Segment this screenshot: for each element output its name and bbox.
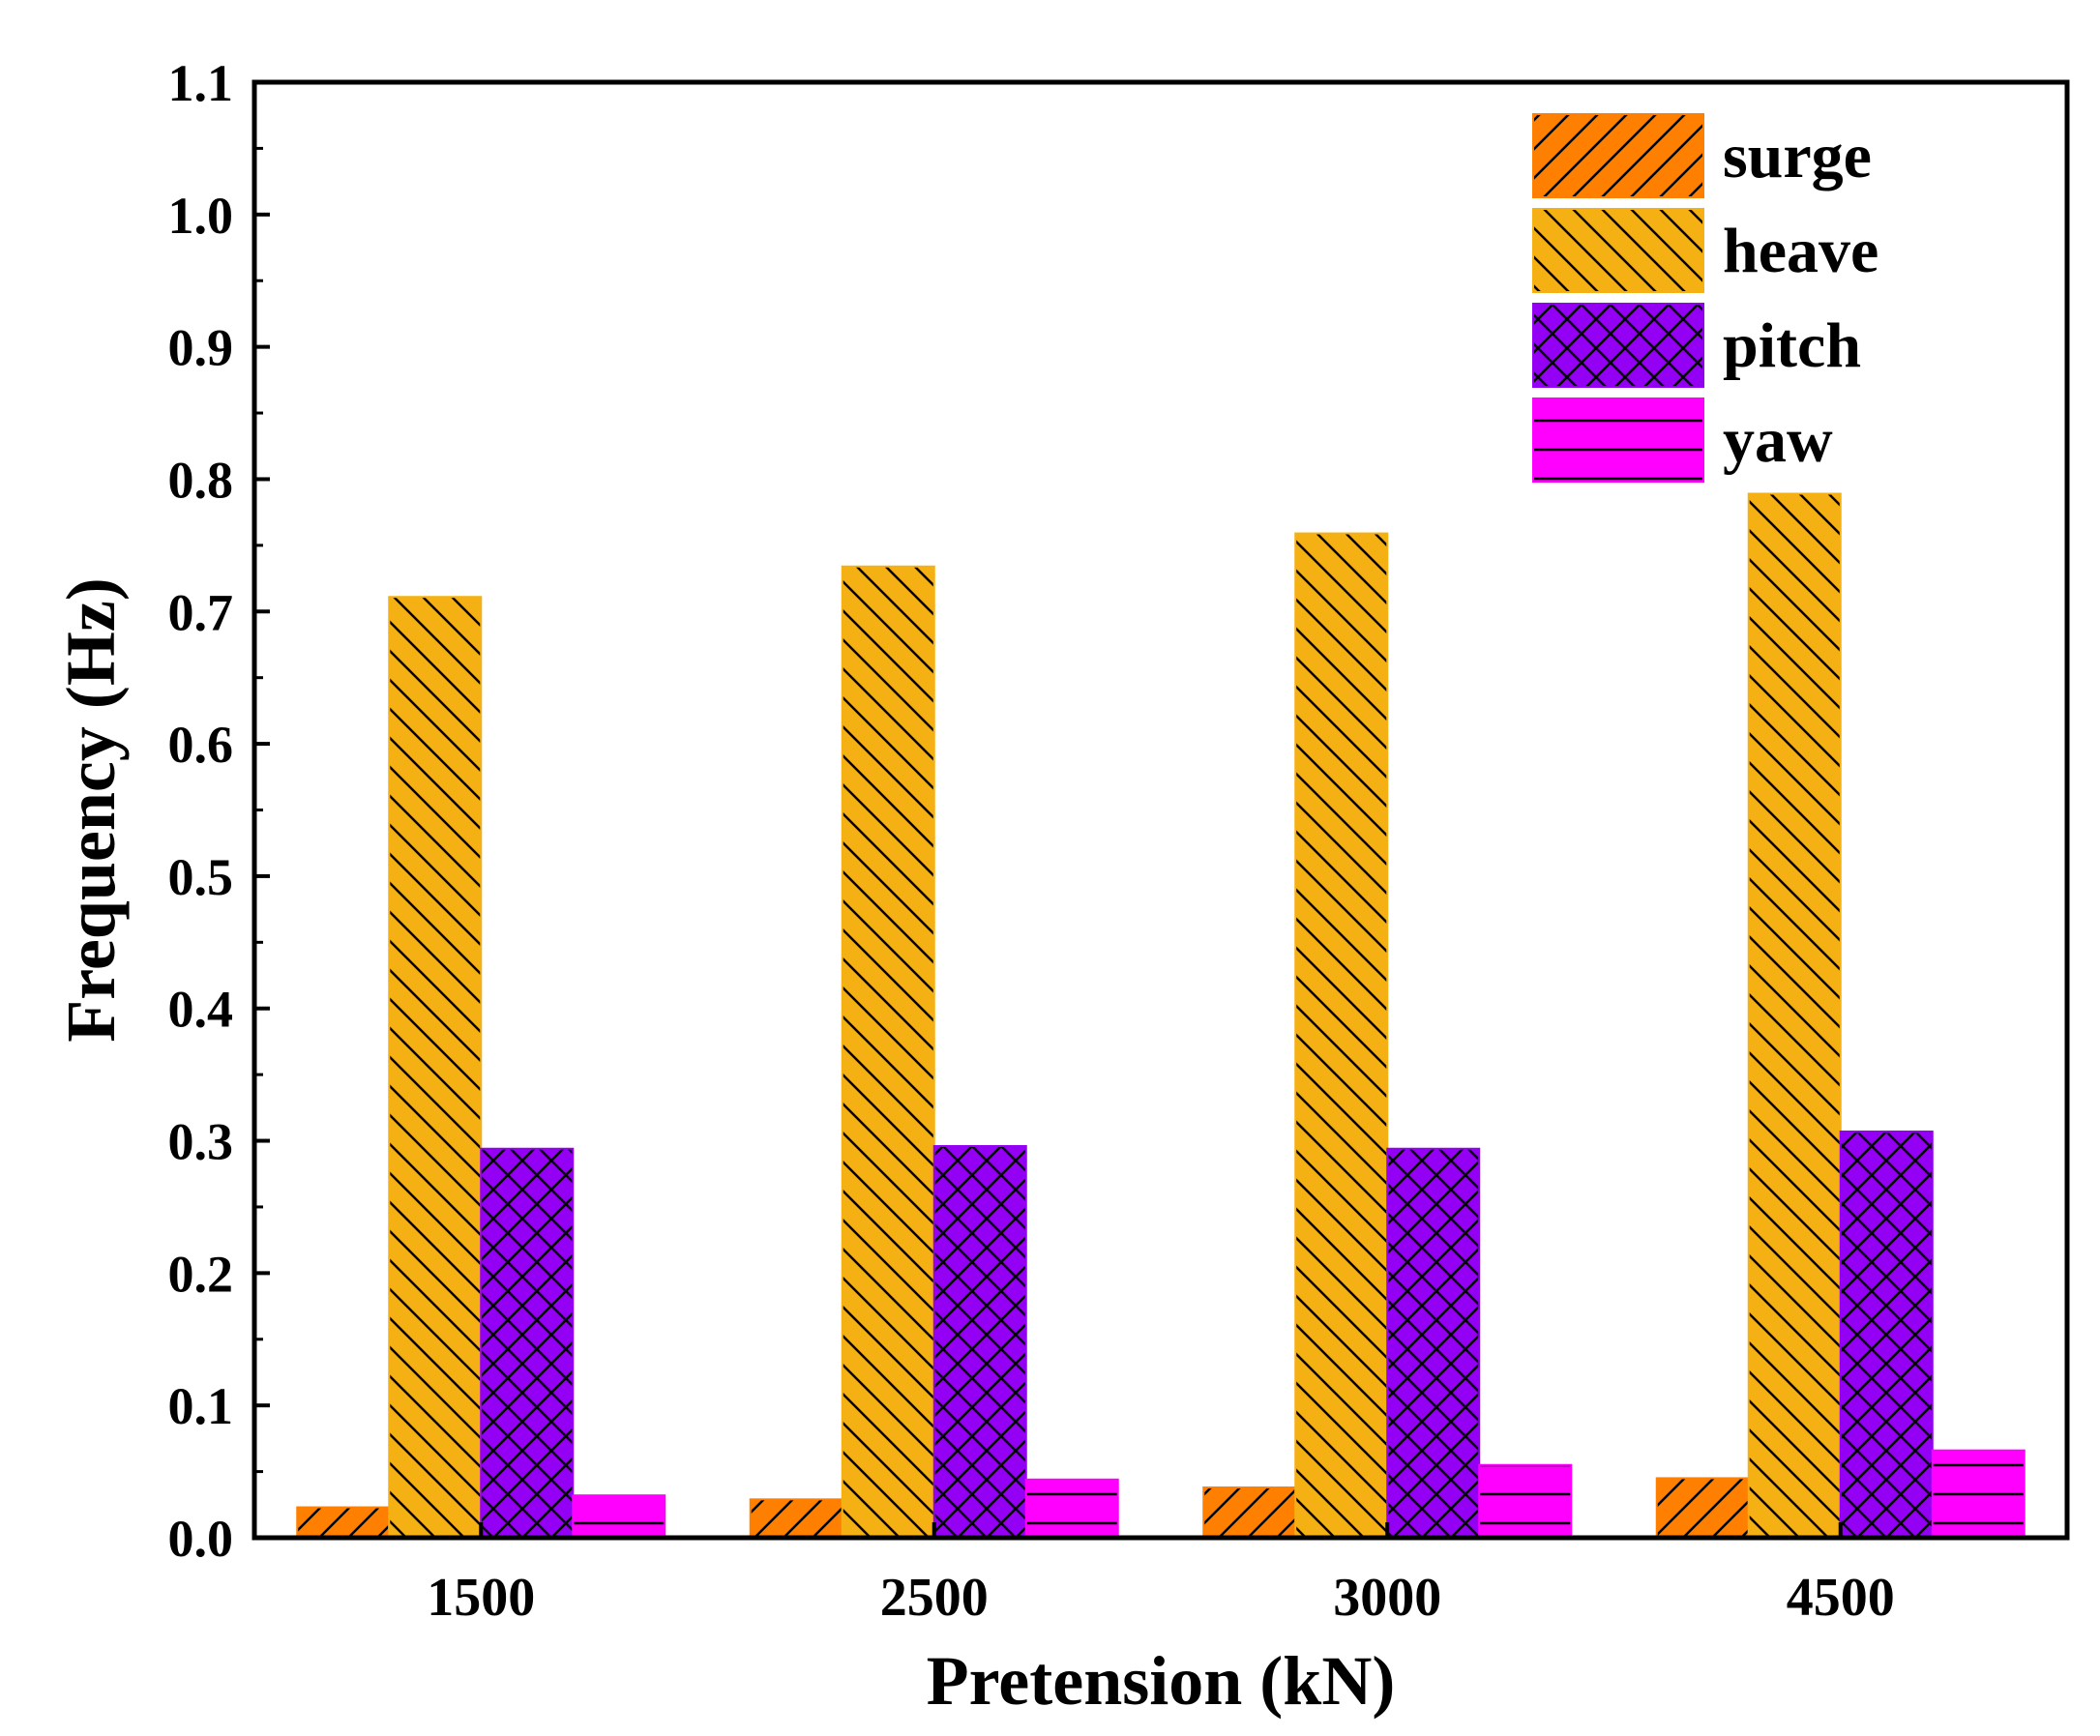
x-tick-label: 3000 bbox=[1333, 1568, 1441, 1628]
y-tick-label: 0.6 bbox=[168, 716, 234, 774]
y-tick-label: 0.2 bbox=[168, 1245, 234, 1303]
y-axis: 0.0 0.1 0.2 0.3 0.4 0.5 0.6 0.7 0.8 0.9 1.0 1.1 bbox=[168, 54, 270, 1568]
bar-yaw-4500 bbox=[1931, 1449, 2026, 1539]
y-tick-label: 0.7 bbox=[168, 583, 234, 641]
y-tick-label: 0.0 bbox=[168, 1510, 234, 1568]
legend-swatch-yaw bbox=[1532, 397, 1704, 483]
bar-heave-1500 bbox=[388, 596, 483, 1539]
bar-heave-2500 bbox=[841, 565, 935, 1539]
legend-label-yaw: yaw bbox=[1723, 405, 1833, 476]
y-tick-label: 1.1 bbox=[168, 54, 234, 112]
y-tick-label: 1.0 bbox=[168, 187, 234, 245]
y-axis-label: Frequency (Hz) bbox=[52, 577, 130, 1043]
y-tick-label: 0.3 bbox=[168, 1113, 234, 1171]
bar-pitch-3000 bbox=[1386, 1147, 1481, 1539]
bar-heave-3000 bbox=[1294, 532, 1389, 1539]
x-tick-label: 4500 bbox=[1787, 1568, 1895, 1628]
y-tick-label: 0.8 bbox=[168, 451, 234, 509]
x-axis-label: Pretension (kN) bbox=[927, 1642, 1396, 1720]
y-tick-label: 0.4 bbox=[168, 981, 234, 1039]
bar-yaw-1500 bbox=[572, 1494, 666, 1539]
bars-layer bbox=[296, 492, 2026, 1540]
x-tick-label: 1500 bbox=[427, 1568, 535, 1628]
bar-pitch-1500 bbox=[480, 1147, 575, 1539]
legend-swatch-pitch bbox=[1532, 303, 1704, 388]
bar-pitch-4500 bbox=[1839, 1130, 1934, 1539]
bar-yaw-3000 bbox=[1478, 1463, 1573, 1539]
bar-surge-4500 bbox=[1655, 1477, 1750, 1539]
y-tick-label: 0.5 bbox=[168, 848, 234, 906]
legend-label-pitch: pitch bbox=[1723, 310, 1861, 381]
y-tick-label: 0.9 bbox=[168, 319, 234, 377]
legend: surge heave pitch yaw bbox=[1532, 113, 1878, 483]
legend-label-surge: surge bbox=[1723, 121, 1872, 191]
bar-yaw-2500 bbox=[1024, 1478, 1119, 1540]
bar-surge-3000 bbox=[1202, 1486, 1297, 1539]
legend-swatch-surge bbox=[1532, 113, 1704, 198]
bar-surge-1500 bbox=[296, 1506, 391, 1540]
legend-label-heave: heave bbox=[1723, 216, 1878, 286]
y-tick-label: 0.1 bbox=[168, 1377, 234, 1435]
x-tick-label: 2500 bbox=[880, 1568, 989, 1628]
x-axis: 1500 2500 3000 4500 bbox=[427, 1522, 1895, 1628]
bar-heave-4500 bbox=[1747, 492, 1842, 1540]
bar-surge-2500 bbox=[749, 1498, 843, 1540]
legend-swatch-heave bbox=[1532, 208, 1704, 293]
bar-pitch-2500 bbox=[932, 1145, 1027, 1539]
